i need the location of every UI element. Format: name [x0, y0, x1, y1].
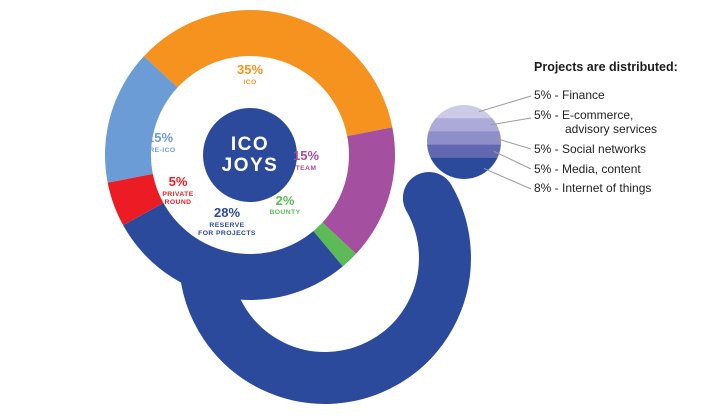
distribution-band — [427, 118, 501, 133]
segment-label-bounty: BOUNTY — [269, 209, 300, 216]
segment-percent-team: 15% — [293, 148, 319, 163]
center-title-line2: JOYS — [222, 155, 279, 176]
segment-percent-reserve-for-projects: 28% — [214, 205, 240, 220]
legend-heading: Projects are distributed: — [534, 60, 678, 74]
distribution-band — [427, 157, 501, 179]
legend-item-finance: 5% - Finance — [534, 88, 605, 103]
segment-percent-bounty: 2% — [276, 193, 295, 208]
segment-label-reserve-for-projects: FOR PROJECTS — [198, 230, 256, 237]
leader-lines — [478, 95, 532, 190]
segment-label-ico: ICO — [243, 79, 256, 86]
distribution-bands — [427, 105, 501, 179]
legend-item-social-networks: 5% - Social networks — [534, 141, 647, 156]
segment-label-pre-ico: PRE-ICO — [144, 147, 175, 154]
segment-percent-ico: 35% — [237, 62, 263, 77]
leader-line — [494, 137, 532, 150]
center-title-line1: ICO — [231, 134, 269, 155]
center-badge — [203, 108, 297, 202]
legend-item-ecommerce: 5% - E-commerce, advisory services — [534, 108, 658, 136]
legend-item-media-content: 5% - Media, content — [534, 161, 641, 176]
legend-item-internet-of-things: 8% - Internet of things — [534, 181, 652, 196]
distribution-band — [427, 131, 501, 146]
segment-label-team: TEAM — [296, 165, 317, 172]
leader-line — [483, 167, 532, 190]
segment-label-private-round: PRIVATE — [162, 191, 193, 198]
leader-line — [478, 95, 532, 113]
segment-label-reserve-for-projects: RESERVE — [209, 222, 244, 229]
leader-line — [493, 150, 532, 170]
legend: Projects are distributed: 5% - Finance 5… — [534, 60, 720, 202]
segment-label-private-round: ROUND — [165, 199, 192, 206]
segment-percent-private-round: 5% — [169, 174, 188, 189]
segment-percent-pre-ico: 15% — [147, 130, 173, 145]
distribution-band — [427, 144, 501, 159]
distribution-circle — [427, 95, 532, 190]
leader-line — [490, 117, 532, 126]
distribution-band — [427, 105, 501, 119]
